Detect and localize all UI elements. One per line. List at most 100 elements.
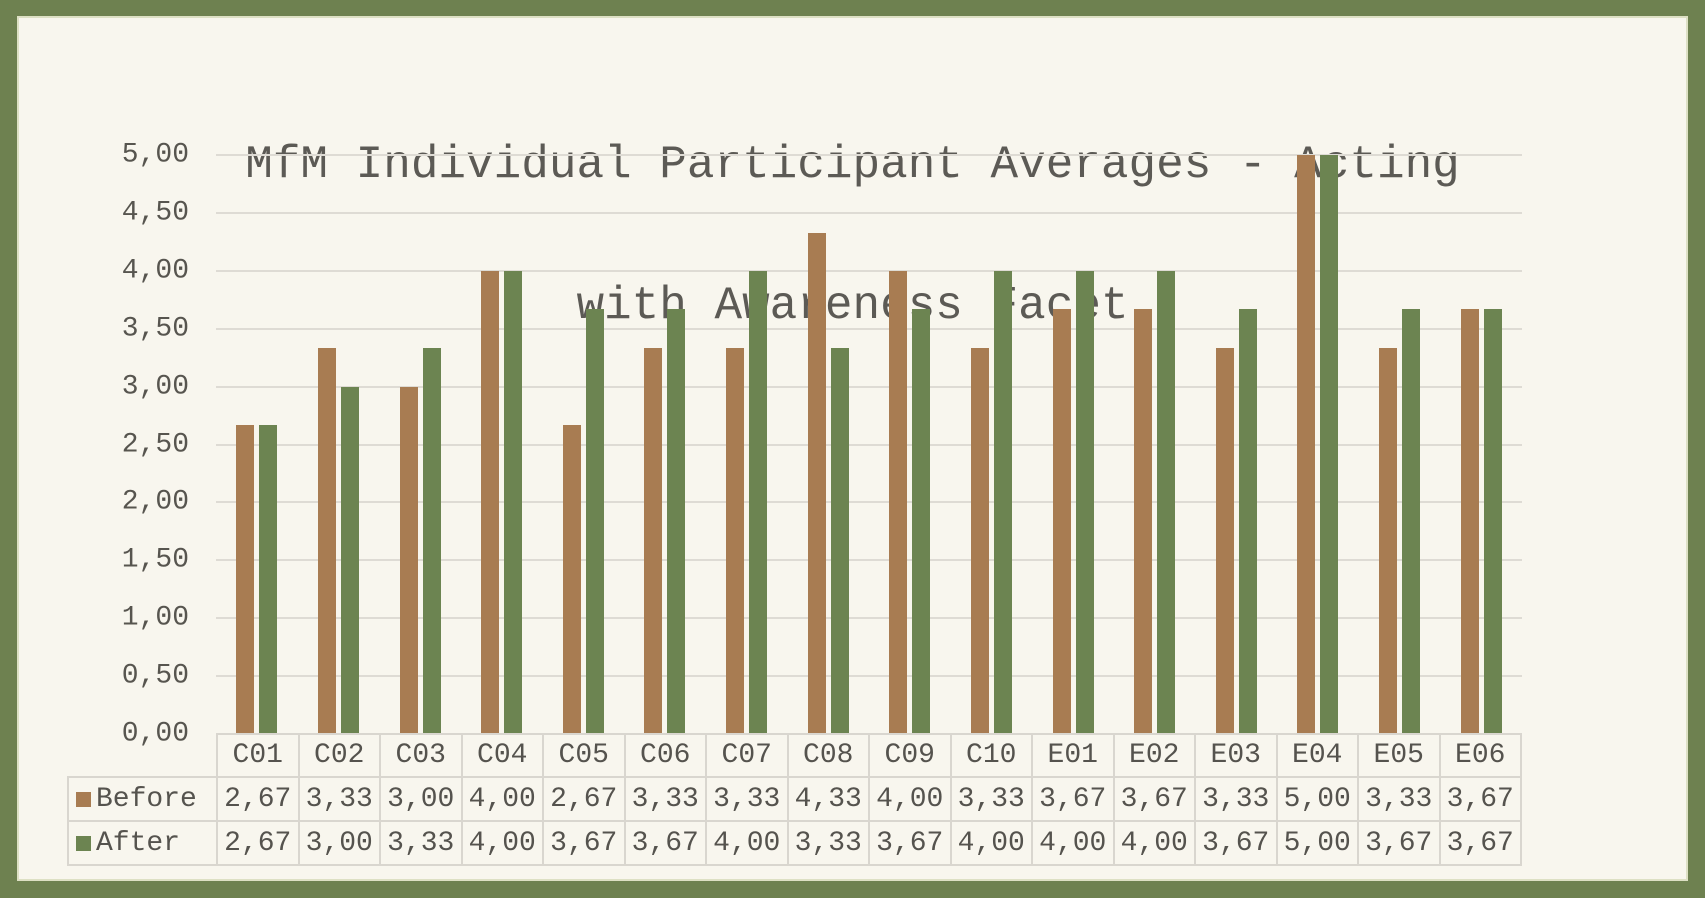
value-before-e03: 3,33: [1194, 776, 1278, 822]
value-after-c09: 3,67: [868, 820, 952, 866]
category-header-c03: C03: [379, 733, 463, 778]
category-header-e05: E05: [1357, 733, 1441, 778]
value-before-e05: 3,33: [1357, 776, 1441, 822]
y-axis-tick-label: 3,50: [121, 313, 189, 345]
y-axis-tick-label: 5,00: [121, 139, 189, 171]
value-after-e02: 4,00: [1112, 820, 1196, 866]
y-axis-tick-label: 1,00: [121, 602, 189, 634]
bar-before-c07: [726, 348, 745, 734]
gridline: [216, 501, 1522, 504]
value-after-c01: 2,67: [216, 820, 300, 866]
value-before-e01: 3,67: [1031, 776, 1115, 822]
category-header-e04: E04: [1275, 733, 1359, 778]
bar-before-c01: [236, 424, 255, 734]
category-header-c09: C09: [868, 733, 952, 778]
gridline: [216, 675, 1522, 678]
category-header-c01: C01: [216, 733, 300, 778]
bar-group-c03: [379, 155, 461, 734]
category-header-e02: E02: [1112, 733, 1196, 778]
y-axis-tick-label: 0,50: [121, 660, 189, 692]
bar-before-c05: [562, 424, 581, 734]
bar-after-c10: [993, 270, 1012, 734]
gridline: [216, 385, 1522, 388]
value-after-e06: 3,67: [1438, 820, 1522, 866]
bar-after-c07: [749, 270, 768, 734]
bar-group-c02: [298, 155, 380, 734]
bar-group-c09: [869, 155, 951, 734]
bar-group-c06: [624, 155, 706, 734]
data-table-header: C01 C02 C03 C04 C05 C06 C07 C08 C09 C10 E01 E02 E03 E…: [68, 733, 1522, 778]
chart-title-line-1: MfM Individual Participant Averages - Ac…: [245, 139, 1460, 191]
category-header-e06: E06: [1438, 733, 1522, 778]
bar-before-e02: [1134, 309, 1153, 734]
chart-canvas: MfM Individual Participant Averages - Ac…: [17, 16, 1688, 881]
y-axis-tick-label: 2,50: [121, 429, 189, 460]
value-before-e02: 3,67: [1112, 776, 1196, 822]
category-header-c06: C06: [623, 733, 707, 778]
y-axis-labels: 5,00 4,50 4,00 3,50 3,00 2,50 2,00 1,50 1,00 0,50…: [19, 140, 189, 750]
gridline: [216, 154, 1522, 156]
data-table: C01 C02 C03 C04 C05 C06 C07 C08 C09 C10 E01 E02 E03 E…: [67, 733, 1522, 866]
bar-group-e05: [1359, 155, 1441, 734]
bar-before-c03: [399, 386, 418, 734]
category-header-c10: C10: [949, 733, 1033, 778]
value-after-c05: 3,67: [542, 820, 626, 866]
bar-group-e06: [1440, 155, 1522, 734]
value-before-c02: 3,33: [297, 776, 381, 822]
bar-group-e02: [1114, 155, 1196, 734]
category-header-c08: C08: [786, 733, 870, 778]
category-header-c04: C04: [460, 733, 544, 778]
value-before-c07: 3,33: [705, 776, 789, 822]
bar-after-c09: [912, 309, 931, 734]
value-after-e01: 4,00: [1031, 820, 1115, 866]
bar-before-c09: [889, 270, 908, 734]
series-label-before: Before: [67, 776, 218, 822]
bar-after-e04: [1320, 155, 1339, 734]
data-table-body: Before 2,67 3,33 3,00 4,00 2,67 3,33 3,33 4,33 4,…: [67, 776, 1522, 866]
value-after-e04: 5,00: [1275, 820, 1359, 866]
value-before-c03: 3,00: [379, 776, 463, 822]
value-after-c03: 3,33: [379, 820, 463, 866]
bar-before-c04: [481, 270, 500, 734]
bar-group-e01: [1032, 155, 1114, 734]
value-before-c04: 4,00: [460, 776, 544, 822]
bar-groups: [216, 155, 1522, 734]
series-label-after: After: [67, 820, 218, 866]
bar-after-e01: [1075, 270, 1094, 734]
bar-after-c05: [585, 309, 604, 734]
bar-group-e04: [1277, 155, 1359, 734]
value-after-c10: 4,00: [949, 820, 1033, 866]
value-after-c04: 4,00: [460, 820, 544, 866]
category-header-c05: C05: [542, 733, 626, 778]
bar-before-e05: [1379, 348, 1398, 734]
bar-after-e06: [1483, 309, 1502, 734]
category-header-row: C01 C02 C03 C04 C05 C06 C07 C08 C09 C10 E01 E02 E03 E…: [68, 733, 1522, 778]
value-before-c08: 4,33: [786, 776, 870, 822]
value-after-c07: 4,00: [705, 820, 789, 866]
value-after-e05: 3,67: [1357, 820, 1441, 866]
value-before-c05: 2,67: [542, 776, 626, 822]
category-header-c02: C02: [297, 733, 381, 778]
bar-group-e03: [1196, 155, 1278, 734]
value-after-c08: 3,33: [786, 820, 870, 866]
y-axis-tick-label: 4,00: [121, 255, 189, 287]
legend-key-after: [76, 835, 91, 851]
value-after-c06: 3,67: [623, 820, 707, 866]
gridline: [216, 559, 1522, 562]
gridline: [216, 443, 1522, 446]
gridline: [216, 211, 1522, 214]
y-axis-tick-label: 4,50: [121, 197, 189, 229]
y-axis-tick-label: 3,00: [121, 371, 189, 403]
bar-after-c08: [830, 348, 849, 734]
bar-before-c02: [317, 348, 336, 734]
gridline: [216, 327, 1522, 330]
bar-before-e06: [1460, 309, 1479, 734]
bar-before-e04: [1297, 155, 1316, 734]
value-after-c02: 3,00: [297, 820, 381, 866]
bar-before-e03: [1215, 348, 1234, 734]
bar-before-c06: [644, 348, 663, 734]
bar-after-e03: [1238, 309, 1257, 734]
value-before-e04: 5,00: [1275, 776, 1359, 822]
bar-after-c03: [422, 348, 441, 734]
